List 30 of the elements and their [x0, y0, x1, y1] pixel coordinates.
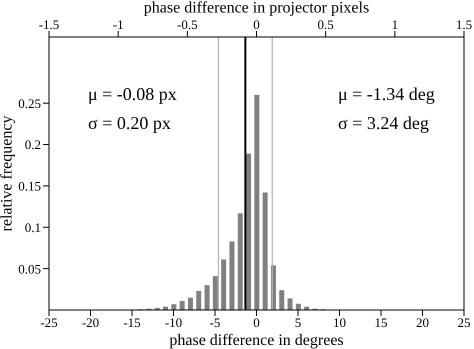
- x-tick-label: 15: [374, 315, 388, 330]
- y-tick-label: 0.15: [18, 178, 41, 194]
- x-tick-label: 25: [458, 315, 470, 330]
- x2-tick-label: -1: [112, 17, 124, 32]
- x2-tick-label: 1: [392, 17, 398, 32]
- x-tick-label: -25: [40, 315, 58, 330]
- x2-axis-title: phase difference in projector pixels: [144, 0, 370, 16]
- y-axis-title: relative frequency: [0, 116, 16, 232]
- y-tick-label: 0.1: [24, 220, 41, 235]
- x2-tick-label: 0.5: [318, 17, 334, 32]
- x-axis-title: phase difference in degrees: [169, 332, 344, 349]
- annotation: σ = 3.24 deg: [338, 113, 429, 133]
- x-tick-label: 0: [253, 315, 260, 330]
- x-tick-label: -20: [82, 315, 100, 330]
- annotation: σ = 0.20 px: [88, 113, 171, 133]
- annotation: μ = -1.34 deg: [338, 84, 435, 104]
- x2-tick-label: 1.5: [456, 17, 472, 32]
- x2-tick-label: 0: [253, 17, 260, 32]
- y-tick-label: 0.2: [24, 137, 41, 152]
- x-tick-label: 5: [294, 315, 302, 330]
- x2-tick-label: -0.5: [177, 17, 198, 32]
- x-tick-label: -10: [164, 315, 182, 330]
- y-tick-label: 0.05: [18, 261, 41, 276]
- y-tick-label: 0.25: [18, 96, 41, 111]
- x-tick-label: -5: [210, 315, 220, 330]
- x-tick-label: 10: [333, 315, 346, 330]
- annotation: μ = -0.08 px: [88, 84, 177, 104]
- x-tick-label: -15: [123, 315, 141, 330]
- x2-tick-label: -1.5: [38, 17, 60, 32]
- x-tick-label: 20: [416, 315, 429, 330]
